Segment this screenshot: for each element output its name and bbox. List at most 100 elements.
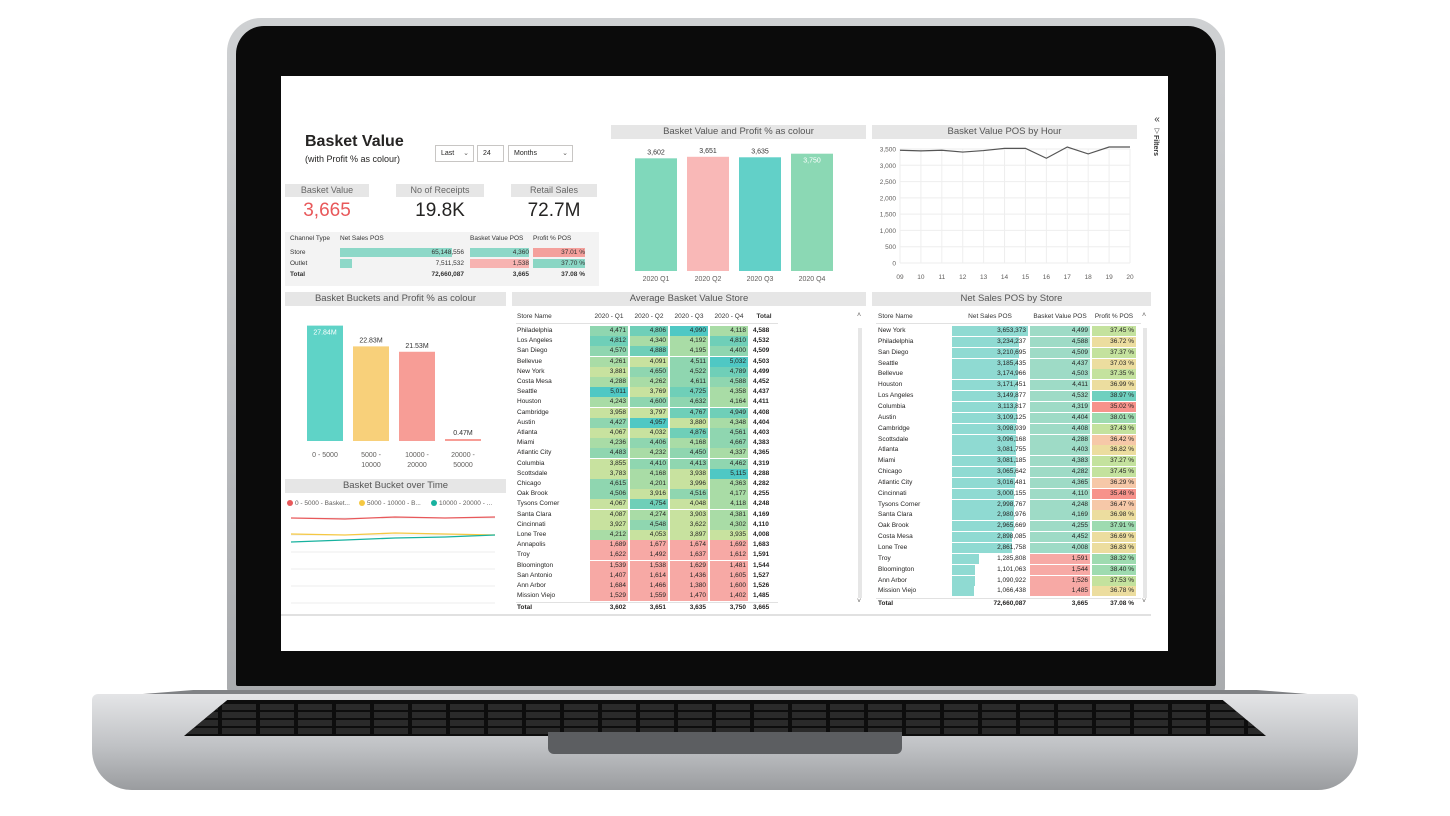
matrix-cell[interactable]: 4,288	[590, 377, 628, 387]
sales-basket-value[interactable]: 4,408	[1030, 423, 1090, 434]
sales-profit-value[interactable]: 36.47 %	[1092, 499, 1136, 510]
sales-net-value[interactable]: 3,185,435	[997, 359, 1026, 367]
matrix-header[interactable]: 2020 - Q3	[674, 313, 704, 320]
matrix-cell[interactable]: 4,337	[710, 448, 748, 459]
matrix-cell[interactable]: 5,115	[710, 468, 748, 479]
matrix-cell[interactable]: 3,622	[670, 519, 708, 530]
matrix-cell[interactable]: 1,559	[630, 591, 668, 602]
matrix-cell[interactable]: 4,506	[590, 489, 628, 500]
sales-net-value[interactable]: 3,096,168	[997, 435, 1026, 443]
sales-net-value[interactable]: 1,066,438	[997, 587, 1026, 595]
sales-profit-value[interactable]: 36.69 %	[1092, 532, 1136, 543]
scroll-up-icon[interactable]: ˄	[1142, 312, 1147, 319]
sales-basket-value[interactable]: 4,503	[1030, 369, 1090, 380]
matrix-cell[interactable]: 4,725	[670, 387, 708, 398]
matrix-cell[interactable]: 4,243	[590, 397, 628, 408]
sales-net-value[interactable]: 3,234,237	[997, 337, 1026, 345]
sales-basket-value[interactable]: 4,437	[1030, 358, 1090, 369]
matrix-cell[interactable]: 1,689	[590, 540, 628, 551]
sales-profit-value[interactable]: 36.82 %	[1092, 445, 1136, 456]
quarter-bar[interactable]	[739, 157, 781, 271]
matrix-cell[interactable]: 4,262	[630, 377, 668, 387]
sales-profit-value[interactable]: 38.01 %	[1092, 412, 1136, 423]
sales-profit-value[interactable]: 38.97 %	[1092, 391, 1136, 402]
sales-profit-value[interactable]: 35.02 %	[1092, 401, 1136, 412]
sales-header[interactable]: Store Name	[878, 313, 913, 320]
sales-profit-value[interactable]: 37.03 %	[1092, 358, 1136, 369]
bucket-time-series[interactable]	[290, 534, 496, 543]
matrix-cell[interactable]: 1,637	[670, 550, 708, 561]
scroll-up-icon[interactable]: ˄	[857, 312, 862, 319]
sales-profit-value[interactable]: 35.48 %	[1092, 488, 1136, 499]
period-dropdown[interactable]: Last ⌄	[435, 145, 474, 162]
bucket-bar[interactable]	[307, 325, 343, 441]
unit-dropdown[interactable]: Months ⌄	[508, 145, 573, 162]
bucket-bar[interactable]	[399, 351, 435, 441]
matrix-cell[interactable]: 3,855	[590, 458, 628, 469]
matrix-cell[interactable]: 3,783	[590, 468, 628, 479]
matrix-header[interactable]: Store Name	[517, 313, 552, 320]
matrix-cell[interactable]: 4,212	[590, 530, 628, 540]
sales-net-value[interactable]: 3,065,642	[997, 468, 1026, 476]
matrix-cell[interactable]: 3,938	[670, 468, 708, 479]
sales-profit-value[interactable]: 37.35 %	[1092, 369, 1136, 380]
matrix-cell[interactable]: 1,600	[710, 581, 748, 591]
matrix-cell[interactable]: 4,600	[630, 397, 668, 408]
matrix-cell[interactable]: 4,462	[710, 458, 748, 469]
matrix-cell[interactable]: 4,888	[630, 346, 668, 357]
sales-profit-value[interactable]: 36.98 %	[1092, 510, 1136, 521]
matrix-cell[interactable]: 4,192	[670, 336, 708, 347]
matrix-cell[interactable]: 4,450	[670, 448, 708, 459]
sales-net-value[interactable]: 3,081,185	[997, 457, 1026, 465]
matrix-cell[interactable]: 3,903	[670, 509, 708, 520]
matrix-cell[interactable]: 1,612	[710, 550, 748, 561]
sales-profit-value[interactable]: 37.37 %	[1092, 347, 1136, 358]
sales-basket-value[interactable]: 1,485	[1030, 586, 1090, 597]
matrix-cell[interactable]: 4,067	[590, 499, 628, 510]
matrix-cell[interactable]: 3,797	[630, 407, 668, 418]
matrix-cell[interactable]: 1,436	[670, 570, 708, 581]
matrix-cell[interactable]: 4,650	[630, 366, 668, 377]
quarter-bar[interactable]	[635, 158, 677, 271]
sales-profit-value[interactable]: 36.29 %	[1092, 477, 1136, 488]
matrix-header[interactable]: Total	[756, 313, 772, 320]
matrix-cell[interactable]: 5,032	[710, 356, 748, 367]
matrix-cell[interactable]: 4,806	[630, 326, 668, 336]
sales-profit-value[interactable]: 36.72 %	[1092, 336, 1136, 347]
sales-net-value[interactable]: 3,000,155	[997, 489, 1026, 497]
matrix-cell[interactable]: 4,201	[630, 479, 668, 489]
sales-net-value[interactable]: 3,113,817	[997, 402, 1026, 410]
matrix-cell[interactable]: 4,406	[630, 438, 668, 449]
sales-profit-value[interactable]: 38.32 %	[1092, 553, 1136, 564]
matrix-cell[interactable]: 4,168	[630, 468, 668, 479]
matrix-cell[interactable]: 4,427	[590, 417, 628, 428]
matrix-cell[interactable]: 4,410	[630, 458, 668, 469]
sales-profit-value[interactable]: 36.99 %	[1092, 380, 1136, 391]
matrix-cell[interactable]: 4,067	[590, 428, 628, 438]
sales-basket-value[interactable]: 4,248	[1030, 499, 1090, 510]
matrix-cell[interactable]: 4,118	[710, 499, 748, 510]
matrix-cell[interactable]: 3,996	[670, 479, 708, 489]
sales-profit-value[interactable]: 38.40 %	[1092, 564, 1136, 575]
matrix-cell[interactable]: 4,164	[710, 397, 748, 408]
matrix-cell[interactable]: 1,622	[590, 550, 628, 561]
legend-item[interactable]: 0 - 5000 - Basket...	[287, 500, 350, 507]
matrix-header[interactable]: 2020 - Q1	[594, 313, 624, 320]
matrix-cell[interactable]: 4,812	[590, 336, 628, 347]
matrix-cell[interactable]: 4,522	[670, 366, 708, 377]
matrix-cell[interactable]: 4,511	[670, 356, 708, 367]
sales-basket-value[interactable]: 1,526	[1030, 575, 1090, 586]
sales-net-value[interactable]: 2,861,758	[997, 544, 1026, 551]
matrix-cell[interactable]: 4,516	[670, 489, 708, 500]
collapse-pane-icon[interactable]: «	[1154, 114, 1160, 125]
sales-basket-value[interactable]: 4,509	[1030, 347, 1090, 358]
bucket-bar[interactable]	[445, 439, 481, 441]
matrix-cell[interactable]: 5,011	[590, 387, 628, 398]
matrix-cell[interactable]: 1,380	[670, 581, 708, 591]
sales-net-value[interactable]: 3,174,966	[997, 370, 1026, 378]
matrix-cell[interactable]: 4,168	[670, 438, 708, 449]
sales-profit-value[interactable]: 36.78 %	[1092, 586, 1136, 597]
sales-basket-value[interactable]: 1,591	[1030, 553, 1090, 564]
matrix-cell[interactable]: 1,466	[630, 581, 668, 591]
matrix-cell[interactable]: 4,236	[590, 438, 628, 449]
